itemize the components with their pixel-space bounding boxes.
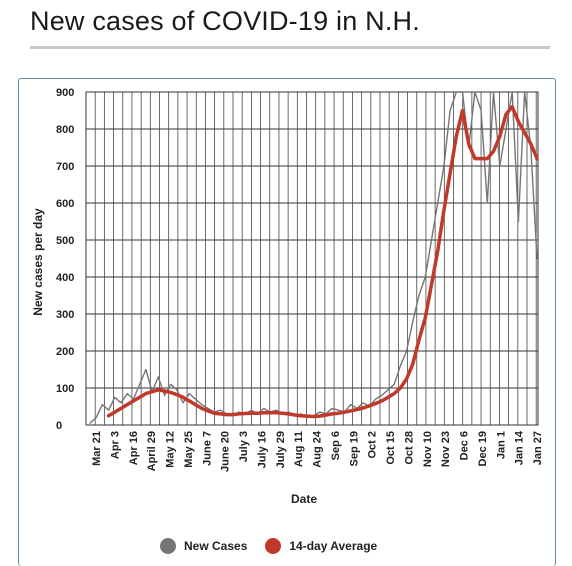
legend-swatch-14-day-average: [265, 538, 282, 554]
title-divider: [30, 46, 550, 49]
x-tick-label: Oct 2: [367, 431, 379, 459]
x-tick-label: Nov 23: [440, 431, 452, 467]
x-tick-label: June 20: [220, 431, 232, 472]
x-tick-label: Sep 6: [330, 431, 342, 460]
x-tick-label: Jan 27: [532, 431, 544, 465]
x-tick-label: Sep 19: [348, 431, 360, 466]
y-tick-label: 200: [56, 346, 74, 358]
x-tick-label: May 25: [183, 431, 195, 468]
y-tick-label: 100: [56, 383, 74, 395]
chart-legend: New Cases 14-day Average: [160, 538, 395, 554]
x-tick-label: Dec 19: [477, 431, 489, 466]
x-tick-label: July 29: [275, 431, 287, 468]
legend-label-14-day-average: 14-day Average: [289, 539, 378, 553]
x-tick-label: Aug 24: [312, 430, 324, 468]
chart-grid: [85, 91, 539, 426]
y-tick-label: 700: [56, 161, 74, 173]
y-tick-label: 800: [56, 124, 74, 136]
x-tick-label: Oct 15: [385, 431, 397, 465]
y-tick-label: 400: [56, 272, 74, 284]
y-tick-labels: 0 100 200 300 400 500 600 700 800 900: [56, 87, 74, 432]
x-tick-label: Aug 11: [293, 431, 305, 467]
legend-item-new-cases: New Cases: [160, 538, 247, 554]
x-axis-title: Date: [291, 492, 317, 506]
y-tick-label: 600: [56, 198, 74, 210]
x-tick-label: Oct 28: [403, 431, 415, 465]
x-tick-label: Mar 21: [91, 431, 103, 466]
x-tick-label: Jan 1: [495, 431, 507, 459]
x-tick-label: May 12: [165, 431, 177, 468]
x-tick-labels: Mar 21 Apr 3 Apr 16 April 29 May 12 May 25 Jun…: [91, 430, 544, 472]
y-tick-label: 0: [56, 420, 62, 432]
y-axis-title: New cases per day: [31, 208, 45, 316]
y-tick-label: 500: [56, 235, 74, 247]
x-tick-label: April 29: [146, 431, 158, 471]
x-tick-label: Jan 14: [514, 430, 526, 465]
x-tick-label: Dec 6: [459, 431, 471, 460]
legend-label-new-cases: New Cases: [184, 539, 248, 553]
x-tick-label: Apr 16: [128, 431, 140, 465]
chart-card: [18, 78, 556, 566]
plot-frame: [85, 91, 539, 426]
y-tick-label: 900: [56, 87, 74, 99]
x-tick-label: July 3: [238, 431, 250, 462]
x-tick-label: Nov 10: [422, 431, 434, 467]
y-tick-label: 300: [56, 309, 74, 321]
series-layer: [89, 91, 539, 424]
legend-item-14-day-average: 14-day Average: [265, 538, 377, 554]
legend-swatch-new-cases: [160, 538, 176, 554]
chart-title: New cases of COVID-19 in N.H.: [30, 6, 420, 36]
x-tick-label: July 16: [256, 431, 268, 468]
series-line-14-day-average: [106, 105, 539, 419]
x-tick-label: Apr 3: [109, 431, 121, 459]
x-tick-label: June 7: [201, 431, 213, 466]
